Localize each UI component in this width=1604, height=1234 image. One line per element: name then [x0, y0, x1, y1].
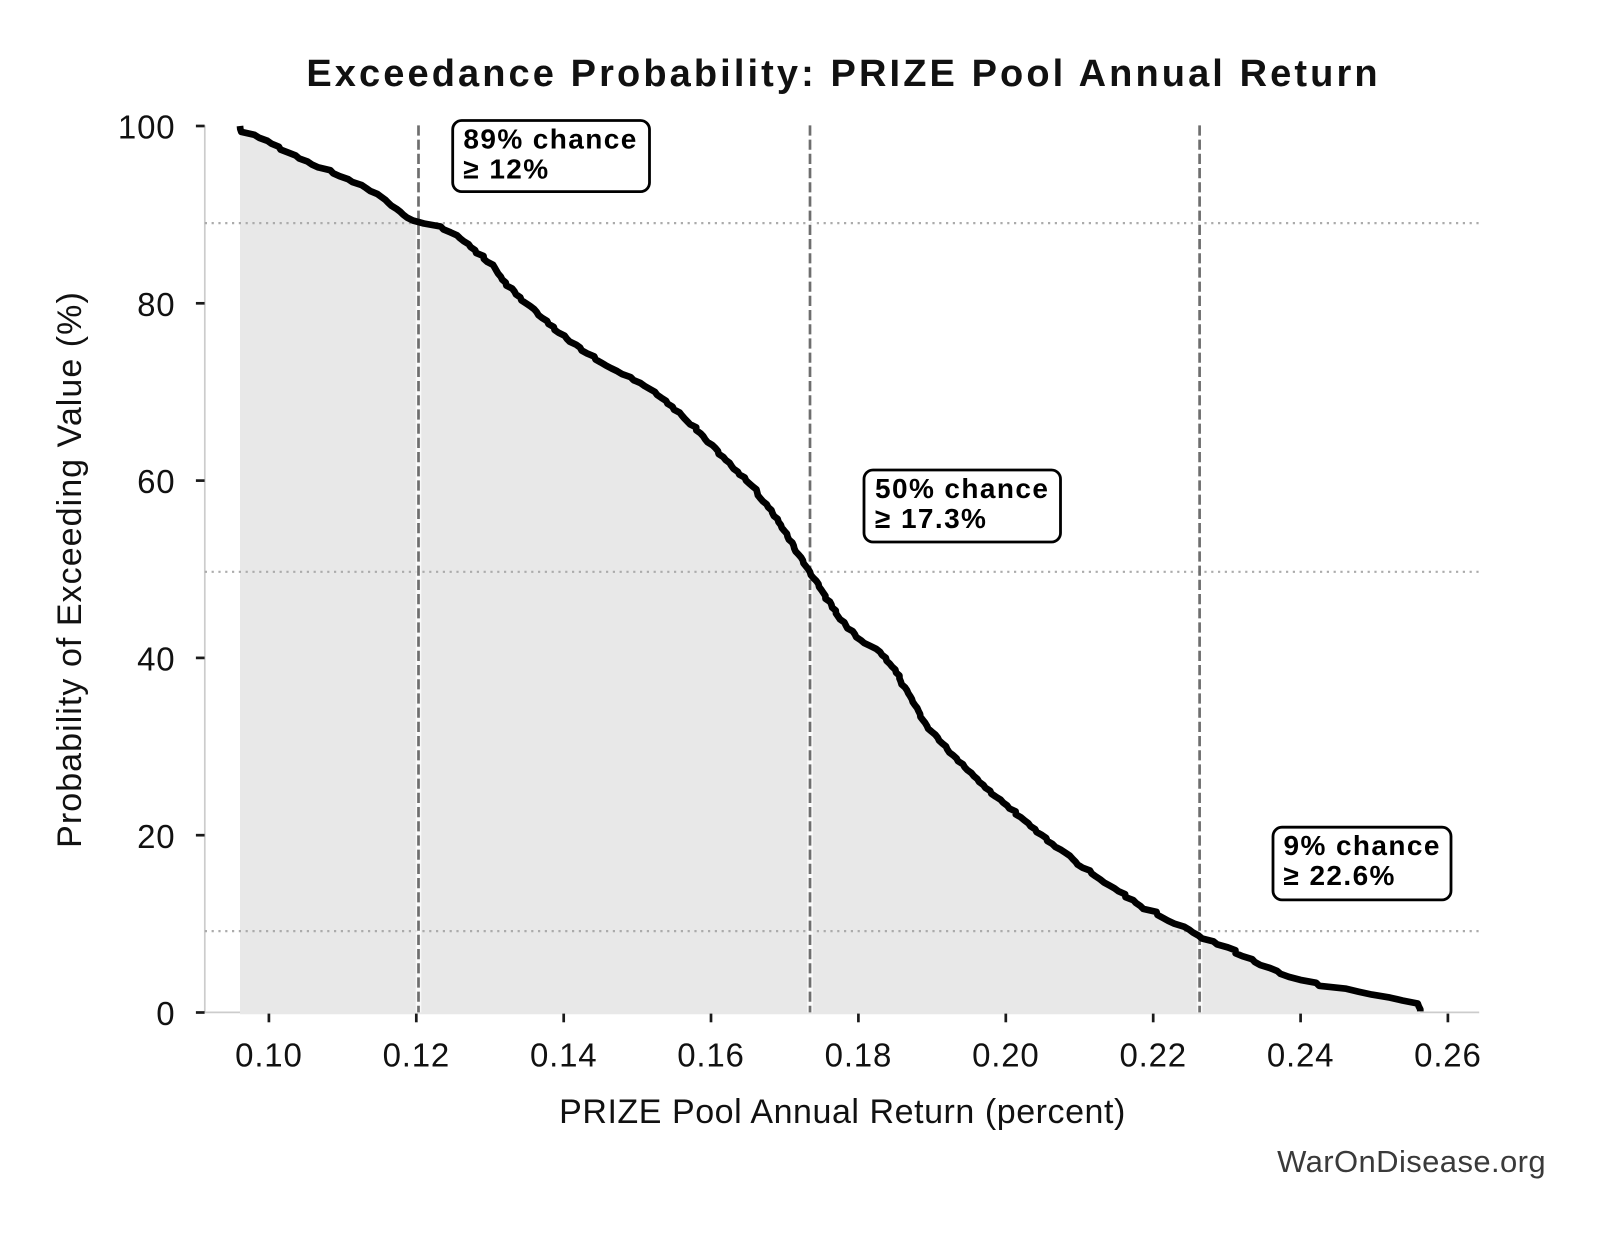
svg-text:20: 20: [137, 818, 175, 855]
svg-text:0.10: 0.10: [235, 1037, 302, 1074]
svg-text:9% chance: 9% chance: [1284, 830, 1441, 861]
svg-text:Exceedance Probability: PRIZE: Exceedance Probability: PRIZE Pool Annua…: [306, 53, 1380, 95]
svg-text:0.20: 0.20: [972, 1037, 1039, 1074]
svg-text:Probability of Exceeding Value: Probability of Exceeding Value (%): [51, 291, 89, 848]
svg-text:40: 40: [137, 641, 175, 678]
svg-text:60: 60: [137, 463, 175, 500]
svg-text:0.26: 0.26: [1414, 1037, 1481, 1074]
svg-text:80: 80: [137, 286, 175, 323]
svg-text:≥ 12%: ≥ 12%: [463, 153, 549, 184]
svg-text:50% chance: 50% chance: [875, 473, 1049, 504]
svg-text:WarOnDisease.org: WarOnDisease.org: [1277, 1144, 1546, 1179]
svg-text:PRIZE Pool Annual Return (perc: PRIZE Pool Annual Return (percent): [559, 1093, 1126, 1131]
svg-text:≥ 22.6%: ≥ 22.6%: [1284, 860, 1396, 891]
svg-text:89% chance: 89% chance: [463, 123, 637, 154]
svg-text:≥ 17.3%: ≥ 17.3%: [875, 503, 987, 534]
svg-text:0.18: 0.18: [825, 1037, 892, 1074]
svg-text:100: 100: [118, 109, 175, 146]
svg-text:0.12: 0.12: [383, 1037, 450, 1074]
svg-text:0.16: 0.16: [677, 1037, 744, 1074]
svg-text:0.24: 0.24: [1267, 1037, 1334, 1074]
svg-text:0.22: 0.22: [1119, 1037, 1186, 1074]
svg-text:0: 0: [156, 995, 175, 1032]
svg-text:0.14: 0.14: [530, 1037, 597, 1074]
